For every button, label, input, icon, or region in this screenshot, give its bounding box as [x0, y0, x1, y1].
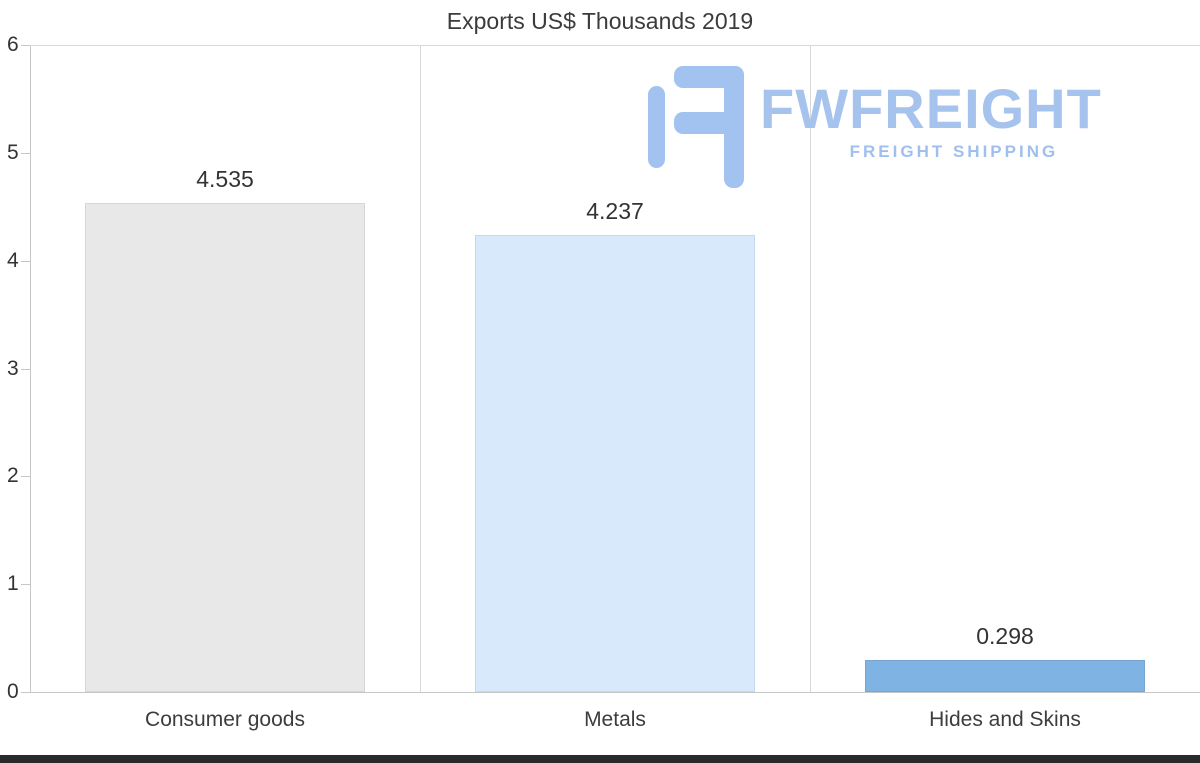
y-tick-label: 4 [7, 249, 19, 272]
bar-value-label-consumer-goods: 4.535 [196, 166, 254, 192]
column-gridline [420, 45, 421, 692]
bar-value-label-hides-and-skins: 0.298 [976, 623, 1034, 649]
bar-hides-and-skins [865, 660, 1145, 692]
y-tick-mark [21, 45, 30, 46]
logo-segment [648, 86, 665, 168]
y-tick-label: 5 [7, 141, 19, 164]
brand-tagline: FREIGHT SHIPPING [849, 141, 1059, 161]
y-tick-mark [21, 584, 30, 585]
bar-metals [475, 235, 755, 692]
brand-text-block: FWFREIGHT FREIGHT SHIPPING [760, 77, 1102, 188]
top-gridline [30, 45, 1200, 46]
y-tick-mark [21, 476, 30, 477]
bar-value-label-metals: 4.237 [586, 198, 644, 224]
y-tick-label: 1 [7, 572, 19, 595]
column-gridline [810, 45, 811, 692]
y-tick-mark [21, 153, 30, 154]
y-tick-label: 0 [7, 680, 19, 703]
y-tick-label: 6 [7, 33, 19, 56]
y-tick-label: 2 [7, 464, 19, 487]
y-tick-label: 3 [7, 357, 19, 380]
fwfreight-logo-icon [648, 66, 744, 188]
category-label-consumer-goods: Consumer goods [145, 708, 305, 731]
footer-bar [0, 755, 1200, 763]
y-tick-mark [21, 369, 30, 370]
category-label-hides-and-skins: Hides and Skins [929, 708, 1081, 731]
y-tick-mark [21, 692, 30, 693]
logo-segment [674, 112, 732, 134]
chart-title: Exports US$ Thousands 2019 [446, 8, 754, 34]
category-label-metals: Metals [584, 708, 646, 731]
x-axis-line [30, 692, 1200, 693]
logo-segment [724, 66, 744, 188]
brand-watermark: FWFREIGHT FREIGHT SHIPPING [648, 66, 1102, 188]
y-axis-line [30, 45, 31, 692]
y-tick-mark [21, 261, 30, 262]
bar-consumer-goods [85, 203, 365, 692]
brand-name: FWFREIGHT [760, 77, 1102, 140]
